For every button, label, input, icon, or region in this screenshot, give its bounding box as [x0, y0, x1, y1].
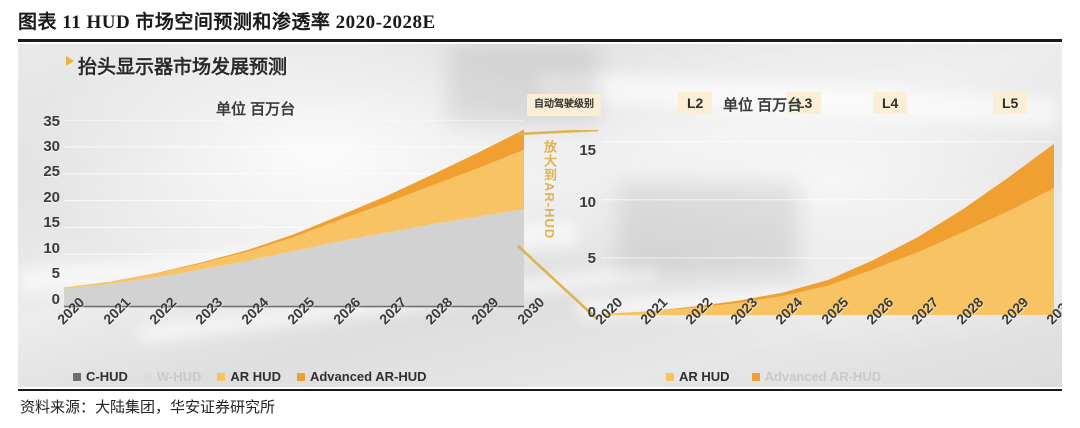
- source-note: 资料来源：大陆集团，华安证券研究所: [20, 400, 276, 416]
- chart-canvas: 抬头显示器市场发展预测 单位 百万台 35 30 25 20 15 10 5 0: [18, 44, 1062, 387]
- legend-swatch-icon: [143, 372, 152, 381]
- badge-l4: L4: [873, 92, 908, 114]
- source-divider: [18, 389, 1062, 391]
- left-ytick: 35: [43, 113, 60, 130]
- legend-label: AR HUD: [679, 369, 730, 384]
- legend-label: Advanced AR-HUD: [309, 369, 427, 384]
- legend-label: AR HUD: [230, 369, 281, 384]
- legend-swatch-icon: [751, 372, 760, 381]
- page-title: 图表 11 HUD 市场空间预测和渗透率 2020-2028E: [18, 12, 436, 33]
- figure-title-bar: 图表 11 HUD 市场空间预测和渗透率 2020-2028E: [0, 0, 1080, 42]
- title-divider: [18, 39, 1062, 42]
- badge-l5: L5: [993, 92, 1028, 114]
- right-panel-unit: 单位 百万台: [723, 97, 803, 114]
- left-panel-heading: 抬头显示器市场发展预测: [78, 57, 288, 78]
- legend-label: Advanced AR-HUD: [764, 369, 882, 384]
- left-ytick: 5: [51, 265, 60, 282]
- left-ytick: 0: [51, 291, 60, 308]
- legend-item-advanced-ar-hud[interactable]: Advanced AR-HUD: [751, 369, 882, 384]
- legend-label: C-HUD: [86, 369, 128, 384]
- left-chart-plot: [64, 120, 524, 308]
- right-ytick: 5: [587, 250, 596, 267]
- legend-label: W-HUD: [156, 369, 202, 384]
- zoom-to-ar-hud-label: 放大到AR-HUD: [542, 140, 557, 240]
- zoom-connector: [517, 130, 599, 320]
- left-ytick: 15: [43, 214, 60, 231]
- legend-item-c-hud[interactable]: C-HUD: [73, 369, 128, 384]
- legend-swatch-icon: [666, 372, 674, 381]
- left-ytick: 25: [43, 163, 60, 180]
- right-chart-legend: AR HUD Advanced AR-HUD: [666, 369, 881, 384]
- right-chart-plot: [602, 141, 1054, 316]
- right-ytick: 0: [587, 304, 596, 321]
- legend-item-w-hud[interactable]: W-HUD: [143, 369, 202, 384]
- series-ar-hud-area: [602, 188, 1054, 316]
- right-ytick: 10: [579, 194, 596, 211]
- triangle-right-icon: [66, 56, 74, 66]
- adas-level-label: 自动驾驶级别: [527, 94, 601, 116]
- legend-item-ar-hud[interactable]: AR HUD: [217, 369, 281, 384]
- left-ytick: 20: [43, 189, 60, 206]
- series-ar-hud-area: [64, 149, 524, 289]
- right-ytick: 15: [579, 142, 596, 159]
- legend-item-advanced-ar-hud[interactable]: Advanced AR-HUD: [296, 369, 427, 384]
- badge-l3: L3: [787, 92, 822, 114]
- series-advanced-ar-hud-area: [602, 143, 1054, 314]
- legend-swatch-icon: [296, 372, 305, 381]
- series-w-hud-area: [64, 209, 524, 308]
- left-ytick: 10: [43, 240, 60, 257]
- legend-swatch-icon: [217, 372, 226, 381]
- legend-item-ar-hud[interactable]: AR HUD: [666, 369, 730, 384]
- left-ytick: 30: [43, 138, 60, 155]
- left-chart-legend: C-HUD W-HUD AR HUD Advanced AR-HUD: [73, 369, 427, 384]
- left-panel-unit: 单位 百万台: [216, 101, 296, 118]
- legend-swatch-icon: [73, 372, 81, 381]
- badge-l2: L2: [678, 92, 713, 114]
